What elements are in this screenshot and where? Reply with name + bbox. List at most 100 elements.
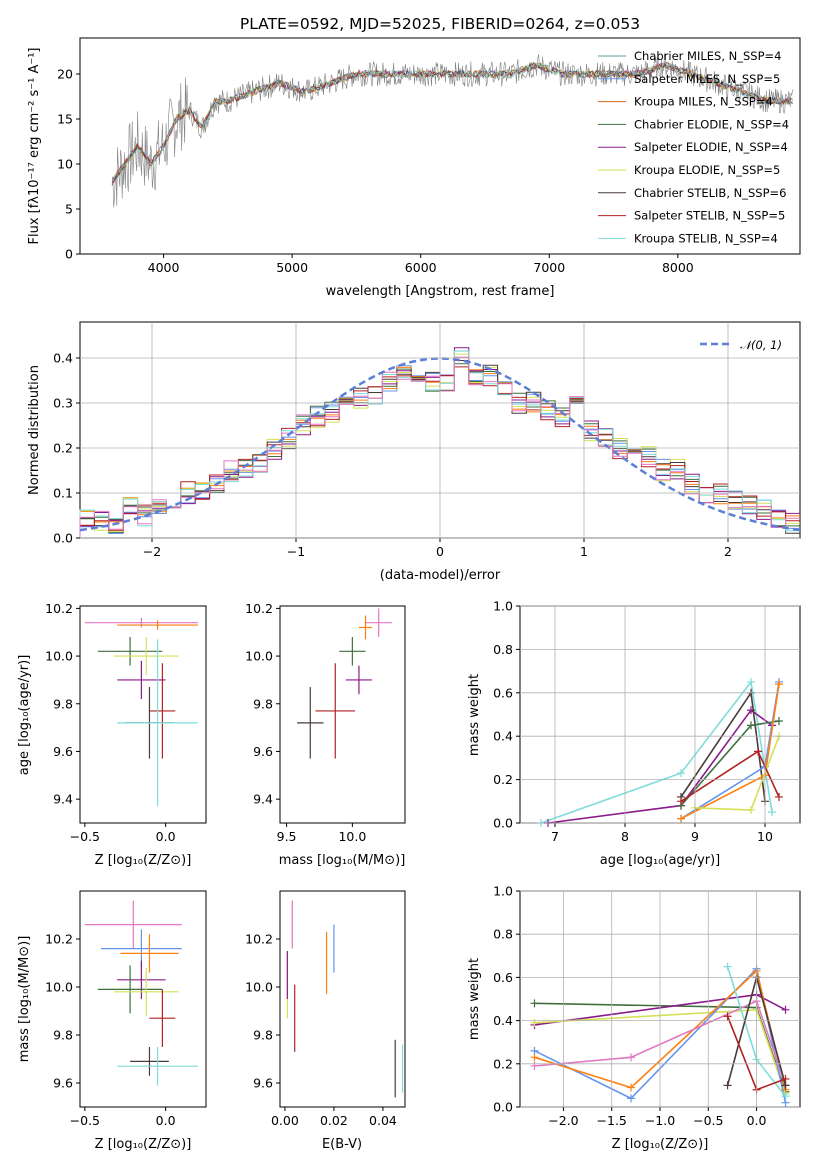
mw-vs-Z-xlabel: Z [log₁₀(Z/Z⊙)] (612, 1137, 709, 1152)
spectrum-lines (111, 53, 794, 208)
age-vs-Z-panel: −0.5 0.0 9.4 9.6 9.8 10.0 10.2 Z [log₁₀(Z/Z⊙)]… (17, 601, 207, 868)
mass-weight-marker (781, 1092, 790, 1101)
spectrum-ylabel: Flux [fλ10⁻¹⁷ erg cm⁻² s⁻¹ A⁻¹] (27, 48, 42, 245)
mass-vs-Z-ylabel: mass [log₁₀(M/M⊙)] (17, 936, 32, 1063)
mass-weight-marker (768, 808, 776, 817)
mass-weight-line (534, 967, 787, 1103)
mass-vs-EBV-ticks: 0.00 0.02 0.04 9.6 9.8 10.0 10.2 (245, 932, 397, 1129)
y-tick-label: 9.6 (53, 744, 73, 759)
mw-vs-Z-panel: −2.0 −1.5 −1.0 −0.5 0.0 0.0 0.2 0.4 0.6 0.8 1.0 Z … (467, 884, 801, 1152)
mw-vs-age-ylabel: mass weight (467, 674, 482, 756)
age-vs-mass-frame (279, 605, 406, 824)
y-tick-label: 10.2 (45, 601, 73, 616)
y-tick-label: 20 (57, 67, 73, 82)
y-tick-label: 0.2 (53, 441, 73, 456)
y-tick-label: 10.2 (45, 932, 73, 947)
mass-weight-marker (775, 680, 783, 689)
y-tick-label: 9.8 (53, 696, 73, 711)
y-tick-label: 10.0 (45, 980, 73, 995)
x-tick-label: 0.02 (320, 1113, 348, 1128)
x-tick-label: −1.0 (645, 1113, 675, 1128)
y-tick-label: 0.4 (493, 1013, 513, 1028)
mass-weight-marker (747, 677, 755, 686)
age-vs-Z-xlabel: Z [log₁₀(Z/Z⊙)] (95, 853, 192, 868)
spectrum-xlabel: wavelength [Angstrom, rest frame] (326, 284, 555, 299)
gaussian-legend-label: 𝒩(0, 1) (740, 338, 782, 352)
mass-weight-marker (754, 747, 762, 756)
y-tick-label: 9.6 (253, 744, 273, 759)
x-tick-label: −0.5 (70, 829, 100, 844)
mass-vs-EBV-points (286, 900, 404, 1098)
y-tick-label: 0.1 (53, 486, 73, 501)
x-tick-label: 0 (436, 544, 444, 559)
y-tick-label: 0.0 (53, 531, 73, 546)
y-tick-label: 0.8 (493, 642, 513, 657)
mass-weight-line (540, 680, 773, 824)
mass-weight-marker (677, 769, 685, 778)
y-tick-label: 5 (65, 202, 73, 217)
mass-weight-marker (781, 1074, 790, 1083)
mass-vs-Z-frame (79, 890, 207, 1108)
mass-weight-marker (775, 792, 783, 801)
x-tick-label: 9.5 (277, 829, 297, 844)
mass-weight-marker (677, 797, 685, 806)
y-tick-label: 10.0 (245, 980, 273, 995)
mass-weight-line (547, 709, 773, 824)
x-tick-label: 10.0 (338, 829, 366, 844)
y-tick-label: 10.2 (245, 932, 273, 947)
mass-weight-marker (723, 962, 732, 971)
y-tick-label: 0.6 (493, 685, 513, 700)
legend-entry: Salpeter STELIB, N_SSP=5 (634, 209, 785, 223)
y-tick-label: 0.6 (493, 970, 513, 985)
x-tick-label: −2.0 (548, 1113, 578, 1128)
residuals-ylabel: Normed distribution (27, 365, 42, 495)
legend-entry: Kroupa MILES, N_SSP=4 (634, 95, 773, 109)
mass-weight-marker (530, 1053, 539, 1062)
y-tick-label: 9.6 (53, 1076, 73, 1091)
x-tick-label: −2 (143, 544, 161, 559)
mass-weight-marker (677, 814, 685, 823)
residuals-xlabel: (data-model)/error (380, 568, 501, 583)
age-vs-mass-ticks: 9.5 10.0 9.4 9.6 9.8 10.0 10.2 (245, 601, 366, 844)
legend-entry: Chabrier STELIB, N_SSP=6 (634, 186, 786, 200)
y-tick-label: 0.2 (493, 772, 513, 787)
x-tick-label: 0.00 (271, 1113, 299, 1128)
mw-vs-age-panel: 7 8 9 10 0.0 0.2 0.4 0.6 0.8 1.0 age [log₁₀(age/y… (467, 599, 801, 868)
y-tick-label: 1.0 (493, 599, 513, 614)
legend-entry: Chabrier ELODIE, N_SSP=4 (634, 117, 789, 131)
mass-vs-EBV-xlabel: E(B-V) (322, 1137, 362, 1152)
y-tick-label: 0.4 (53, 351, 73, 366)
y-tick-label: 0.8 (493, 927, 513, 942)
x-tick-label: −1.5 (597, 1113, 627, 1128)
mass-vs-Z-points (84, 900, 198, 1086)
legend-entry: Kroupa STELIB, N_SSP=4 (634, 231, 778, 245)
y-tick-label: 9.4 (53, 792, 73, 807)
y-tick-label: 10.2 (245, 601, 273, 616)
age-vs-Z-frame (79, 605, 207, 824)
mass-vs-EBV-frame (279, 890, 406, 1108)
x-tick-label: 0.04 (369, 1113, 397, 1128)
mass-weight-marker (775, 717, 783, 726)
mass-weight-marker (530, 999, 539, 1008)
mass-weight-marker (781, 1005, 790, 1014)
y-tick-label: 0.0 (493, 816, 513, 831)
age-vs-mass-panel: 9.5 10.0 9.4 9.6 9.8 10.0 10.2 mass [log₁₀(M/M… (245, 601, 406, 868)
mass-weight-marker (627, 1083, 636, 1092)
model-spectrum-line (111, 61, 793, 182)
mass-vs-Z-xlabel: Z [log₁₀(Z/Z⊙)] (95, 1137, 192, 1152)
figure-title: PLATE=0592, MJD=52025, FIBERID=0264, z=0… (240, 15, 640, 33)
x-tick-label: 10 (757, 829, 773, 844)
mass-vs-Z-ticks: −0.5 0.0 9.6 9.8 10.0 10.2 (45, 932, 175, 1129)
y-tick-label: 10.0 (245, 649, 273, 664)
spectrum-legend: Chabrier MILES, N_SSP=4 Salpeter MILES, N… (598, 49, 789, 245)
age-vs-Z-points (84, 617, 198, 807)
y-tick-label: 9.8 (53, 1028, 73, 1043)
mass-weight-marker (723, 1012, 732, 1021)
y-tick-label: 15 (57, 112, 73, 127)
y-tick-label: 10.0 (45, 649, 73, 664)
age-vs-mass-points (297, 608, 392, 759)
legend-entry: Kroupa ELODIE, N_SSP=5 (634, 163, 780, 177)
legend-entry: Chabrier MILES, N_SSP=4 (634, 49, 781, 63)
mw-vs-age-xlabel: age [log₁₀(age/yr)] (600, 853, 721, 868)
spectrum-frame (79, 37, 801, 255)
